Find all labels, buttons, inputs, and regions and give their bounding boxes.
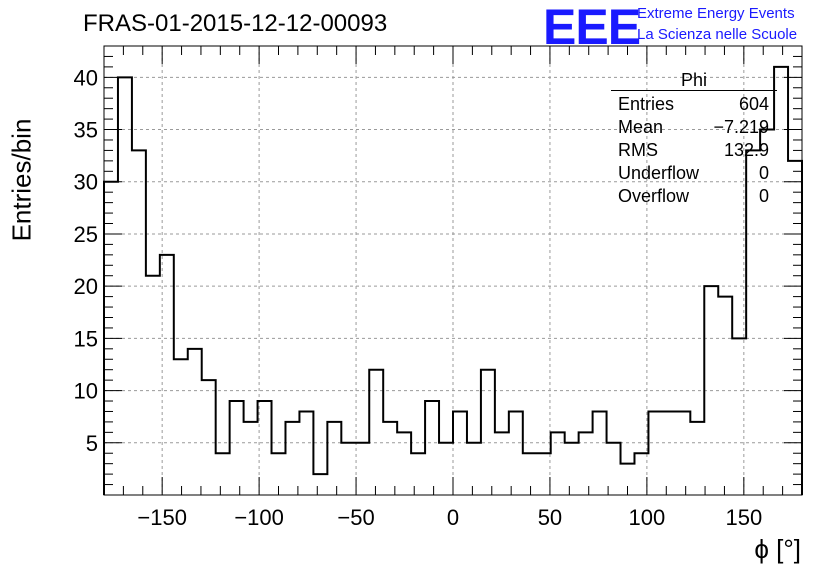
stats-value: 604 (738, 94, 769, 114)
histogram-bar (132, 150, 146, 495)
x-axis-label: ϕ [°] (754, 534, 801, 564)
histogram-bar (258, 401, 272, 495)
histogram-bar (551, 432, 565, 495)
stats-row: Overflow 0 (611, 185, 777, 208)
histogram-bar (718, 297, 732, 495)
histogram-bar (188, 349, 202, 495)
histogram-outline (103, 65, 803, 495)
stats-label: Mean (618, 117, 664, 137)
stats-label: RMS (618, 140, 658, 160)
tick-labels: 5 10 15 20 25 30 35 40 −150 −100 −50 0 50 100 150 (74, 65, 763, 530)
x-tick-label: −50 (337, 505, 374, 530)
histogram-bar (481, 370, 495, 495)
histogram-bar (313, 474, 327, 495)
histogram-bar (690, 422, 704, 495)
histogram-bar (160, 255, 174, 495)
histogram-bar (634, 453, 648, 495)
stats-label: Overflow (618, 186, 690, 206)
x-tick-label: 150 (725, 505, 762, 530)
histogram-bar (662, 411, 676, 495)
histogram-bar (732, 338, 746, 495)
y-tick-label: 15 (74, 326, 98, 351)
grid-lines (104, 46, 802, 495)
histogram-bar (411, 453, 425, 495)
stats-row: Entries 604 (611, 93, 777, 116)
histogram-bar (397, 432, 411, 495)
histogram-bar (425, 401, 439, 495)
histogram-bar (579, 432, 593, 495)
histogram-bar (383, 422, 397, 495)
stats-value: 0 (758, 163, 769, 183)
x-tick-label: −150 (137, 505, 187, 530)
histogram-bar (523, 453, 537, 495)
stats-row: Underflow 0 (611, 162, 777, 185)
histogram-bar (439, 443, 453, 495)
stats-divider (611, 90, 777, 91)
histogram-bar (244, 422, 258, 495)
y-tick-label: 25 (74, 222, 98, 247)
y-tick-label: 30 (74, 170, 98, 195)
histogram-bar (216, 453, 230, 495)
stats-box: Phi Entries 604 Mean −7.219 RMS 132.9 Un… (611, 70, 777, 208)
stats-value: 132.9 (723, 140, 769, 160)
eee-logo: EEE (543, 0, 641, 55)
histogram-bar (565, 443, 579, 495)
stats-row: Mean −7.219 (611, 116, 777, 139)
stats-name: Phi (680, 70, 707, 90)
y-tick-label: 40 (74, 65, 98, 90)
histogram-bar (467, 443, 481, 495)
y-tick-label: 10 (74, 379, 98, 404)
stats-label: Underflow (618, 163, 700, 183)
stats-row: RMS 132.9 (611, 139, 777, 162)
histogram-bar (202, 380, 216, 495)
stats-value: −7.219 (713, 117, 769, 137)
histogram-bar (230, 401, 244, 495)
logo-subtitle-2: La Scienza nelle Scuole (637, 26, 798, 43)
histogram-bar (676, 411, 690, 495)
y-tick-label: 20 (74, 274, 98, 299)
x-tick-label: 0 (447, 505, 459, 530)
x-tick-label: 50 (538, 505, 562, 530)
histogram-bar (327, 422, 341, 495)
histogram-bar (607, 443, 621, 495)
axis-ticks (104, 45, 802, 496)
logo-subtitle-1: Extreme Energy Events (637, 5, 795, 22)
histogram-bar (299, 411, 313, 495)
histogram-bar (285, 422, 299, 495)
x-tick-label: −100 (234, 505, 284, 530)
histogram-bar (593, 411, 607, 495)
histogram-bar (495, 432, 509, 495)
histogram-bar (648, 411, 662, 495)
x-tick-label: 100 (629, 505, 666, 530)
histogram-bar (369, 370, 383, 495)
stats-value: 0 (758, 186, 769, 206)
chart-title: FRAS-01-2015-12-12-00093 (83, 10, 388, 37)
y-tick-label: 35 (74, 118, 98, 143)
histogram-bar (174, 359, 188, 495)
stats-label: Entries (618, 94, 675, 114)
y-axis-label-box: Entries/bin (2, 110, 42, 250)
histogram-bar (341, 443, 355, 495)
y-tick-label: 5 (86, 431, 98, 456)
histogram-bar (453, 411, 467, 495)
y-axis-label: Entries/bin (6, 118, 37, 242)
histogram-bar (537, 453, 551, 495)
histogram-bar (355, 443, 369, 495)
histogram-bar (509, 411, 523, 495)
histogram-bar (146, 276, 160, 495)
